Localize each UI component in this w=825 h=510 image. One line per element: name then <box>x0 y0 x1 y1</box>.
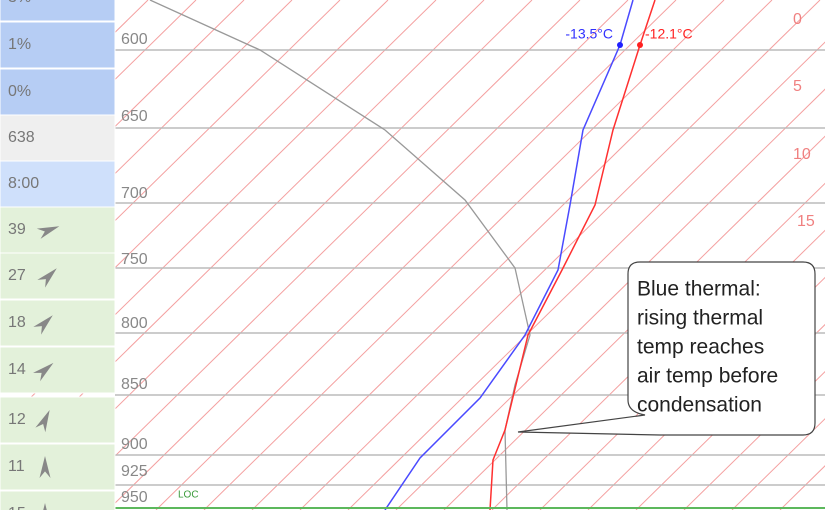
temperature-line <box>489 0 656 510</box>
sidebar-value: 39 <box>8 221 26 238</box>
sidebar-row <box>0 0 116 22</box>
isotherm <box>299 0 821 510</box>
sidebar-row <box>0 206 116 254</box>
sidebar-row <box>0 21 116 69</box>
callout-box <box>517 261 816 436</box>
dewpoint-readout: -13.5°C <box>565 26 613 42</box>
isotherm <box>731 418 825 510</box>
sidebar-row <box>0 114 116 162</box>
isotherm <box>155 0 677 510</box>
callout-line: rising thermal <box>637 307 763 330</box>
isotherm <box>395 88 825 510</box>
isotherm <box>107 0 629 510</box>
sidebar-value: 1% <box>8 36 31 53</box>
temperature-readout: -12.1°C <box>645 26 693 42</box>
sidebar-row <box>0 299 116 347</box>
wind-arrow <box>43 503 47 510</box>
isotherm <box>203 0 725 510</box>
sidebar-value: 18 <box>8 314 26 331</box>
isotherm <box>0 0 245 241</box>
sidebar-value: 27 <box>8 267 26 284</box>
pressure-label: 925 <box>121 463 148 480</box>
temperature-label: 5 <box>793 78 802 95</box>
wind-arrow <box>39 456 51 478</box>
temperature-label: 15 <box>797 213 815 230</box>
wind-arrow <box>33 362 54 382</box>
isotherm <box>347 41 825 510</box>
sidebar-row <box>0 443 116 491</box>
temperature-dot <box>637 42 643 48</box>
isotherm <box>251 0 773 510</box>
sidebar-value: 8:00 <box>8 175 39 192</box>
pressure-label: 950 <box>121 489 148 506</box>
sidebar-value: 3% <box>8 0 31 6</box>
callout-text: Blue thermal: rising thermal temp reaches a… <box>637 278 778 417</box>
pressure-label: 750 <box>121 251 148 268</box>
wind-arrow <box>33 315 53 335</box>
ground-label: LOC <box>178 490 199 501</box>
callout-line: temp reaches <box>637 336 764 359</box>
pressure-label: 650 <box>121 108 148 125</box>
wind-arrow <box>37 268 57 288</box>
pressure-label: 850 <box>121 376 148 393</box>
sidebar: 3% 1% 0% 638 8:00 39 27 18 14 12 11 15 <box>0 0 116 510</box>
sidebar-value: 12 <box>8 411 26 428</box>
pressure-label: 600 <box>121 31 148 48</box>
pressure-label: 900 <box>121 436 148 453</box>
sidebar-value: 0% <box>8 83 31 100</box>
sidebar-row <box>0 252 116 300</box>
sidebar-row <box>0 346 116 394</box>
sidebar-value: 638 <box>8 129 35 146</box>
callout-line: condensation <box>637 394 762 417</box>
isotherm <box>59 0 581 510</box>
isotherm <box>443 135 825 510</box>
sidebar-value: 15 <box>8 505 26 510</box>
wind-arrow <box>36 226 60 239</box>
callout-line: air temp before <box>637 365 778 388</box>
sidebar-row <box>0 490 116 510</box>
temperature-label: 0 <box>793 11 802 28</box>
wind-arrow <box>35 410 50 433</box>
pressure-label: 800 <box>121 315 148 332</box>
isotherm <box>0 0 389 382</box>
dewpoint-dot <box>617 42 623 48</box>
temperature-label: 10 <box>793 146 811 163</box>
pressure-label: 700 <box>121 185 148 202</box>
sidebar-value: 14 <box>8 361 26 378</box>
dewpoint-line <box>384 0 634 510</box>
sidebar-row <box>0 396 116 444</box>
callout-line: Blue thermal: <box>637 278 761 301</box>
sidebar-value: 11 <box>8 458 25 475</box>
